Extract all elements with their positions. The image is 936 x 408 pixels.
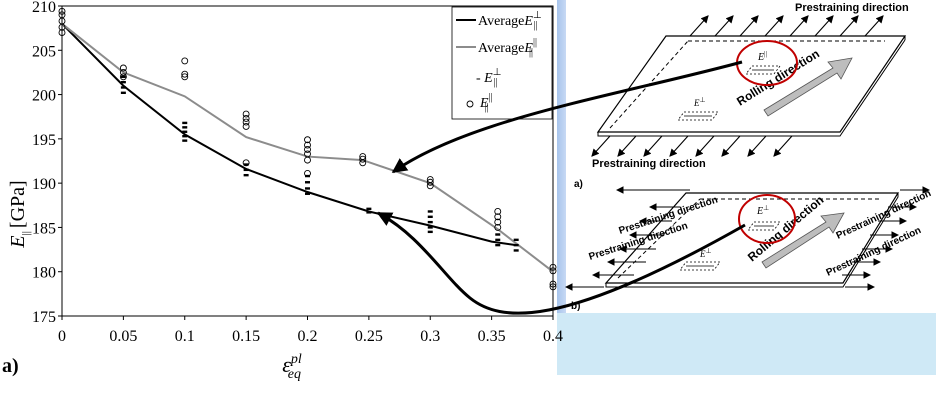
panel-label-top: a)	[574, 179, 583, 190]
data-point	[426, 178, 434, 186]
data-point	[426, 176, 434, 184]
data-point	[304, 146, 311, 153]
data-point	[119, 68, 127, 76]
y-tick-label: 200	[32, 88, 56, 105]
data-point	[242, 115, 250, 122]
data-point	[549, 280, 557, 288]
x-axis-title: εpl eq	[282, 352, 302, 382]
data-point	[242, 159, 250, 167]
svg-text:E||[GPa]: E||[GPa]	[7, 180, 32, 248]
data-point	[181, 57, 189, 65]
legend-entry-par-points: E|| ||	[466, 92, 493, 113]
prestrain-arrows-right	[842, 186, 931, 291]
y-tick-label: 190	[32, 176, 56, 193]
data-point	[119, 64, 127, 72]
data-point	[58, 29, 66, 37]
y-tick-label: 195	[32, 132, 56, 149]
panel-label-bottom: b)	[571, 301, 580, 312]
series-0	[61, 23, 517, 247]
prestrain-arrows-left	[564, 186, 690, 291]
x-tick-label: 0	[58, 328, 66, 345]
svg-text:E||||: E|| ||	[479, 92, 493, 113]
data-point	[359, 153, 367, 161]
inner-label-top: E⊥	[693, 96, 706, 108]
data-point	[242, 110, 250, 118]
y-axis-title: E||[GPa]	[7, 180, 32, 248]
y-tick-label: 205	[32, 43, 56, 60]
x-tick-label: 0.15	[232, 328, 260, 345]
series-layer	[58, 7, 557, 291]
data-point	[304, 141, 311, 149]
legend: AverageE⊥ || AverageE|| || - E⊥ ||	[451, 6, 553, 120]
data-point	[119, 73, 127, 81]
data-point	[242, 123, 250, 130]
x-tick-label: 0.4	[543, 328, 563, 345]
specimen-inner-top	[677, 111, 719, 121]
data-point	[494, 223, 502, 231]
schematic-bottom: Prestraining direction Prestraining dire…	[564, 186, 933, 312]
svg-text:AverageE⊥||: AverageE⊥ ||	[478, 10, 542, 31]
y-axis: 175 180 185 190 195 200 205 210	[32, 0, 62, 326]
x-tick-label: 0.35	[478, 328, 506, 345]
data-point	[549, 267, 557, 275]
x-tick-label: 0.05	[109, 328, 137, 345]
x-tick-label: 0.1	[175, 328, 195, 345]
x-axis: 0 0.05 0.1 0.15 0.2 0.25 0.3 0.35 0.4	[58, 316, 563, 345]
data-point	[494, 208, 502, 215]
data-point	[494, 218, 502, 226]
svg-text:- E⊥||: - E⊥ ||	[476, 67, 501, 88]
specimen-inner-bottom	[679, 261, 721, 271]
y-tick-label: 175	[32, 309, 56, 326]
plate-top	[596, 35, 907, 133]
rolling-arrow-bottom	[761, 212, 845, 269]
data-point	[359, 155, 367, 163]
x-tick-label: 0.3	[420, 328, 440, 345]
data-point	[549, 283, 557, 291]
side-strip	[557, 0, 566, 318]
circled-label-bottom: E⊥	[756, 204, 769, 217]
legend-entry-perp-points: - E⊥ ||	[476, 67, 501, 88]
prestrain-arrows-bottom	[591, 135, 793, 157]
x-tick-label: 0.25	[355, 328, 383, 345]
connector-arrow-upper	[391, 60, 743, 174]
circled-label-top: E||	[757, 50, 767, 63]
prestrain-label-top: Prestraining direction	[795, 2, 909, 14]
data-point	[304, 150, 311, 158]
data-point	[304, 136, 311, 144]
circled-specimen-bottom	[738, 194, 796, 244]
series-2	[120, 75, 519, 252]
inner-label-bottom: E⊥	[699, 247, 712, 259]
data-point	[58, 7, 66, 15]
y-tick-label: 180	[32, 265, 56, 282]
legend-entry-avg-par: AverageE|| ||	[456, 37, 537, 58]
caption-box	[557, 313, 936, 375]
prestrain-arrows-top	[689, 15, 884, 37]
x-tick-label: 0.2	[298, 328, 318, 345]
data-point	[181, 73, 189, 81]
y-tick-label: 185	[32, 220, 56, 237]
rolling-arrow-top	[763, 57, 853, 117]
series-line	[61, 23, 517, 247]
data-point	[494, 213, 502, 221]
prestrain-label-bottom: Prestraining direction	[592, 158, 706, 170]
legend-entry-avg-perp: AverageE⊥ ||	[456, 10, 542, 31]
svg-text:AverageE||||: AverageE|| ||	[478, 37, 537, 58]
chart: 175 180 185 190 195 200 205 210 0 0.05 0.1 0.15 0.2…	[2, 0, 563, 382]
data-point	[304, 169, 311, 177]
data-point	[549, 263, 557, 271]
data-point	[58, 11, 66, 19]
y-tick-label: 210	[32, 0, 56, 16]
data-point	[242, 118, 250, 126]
connector-arrow-lower	[376, 211, 746, 315]
series-3	[58, 7, 557, 291]
figure-label: a)	[2, 355, 19, 377]
data-point	[181, 70, 189, 78]
schematic-top: Prestraining direction Prestraining dire…	[574, 2, 909, 190]
